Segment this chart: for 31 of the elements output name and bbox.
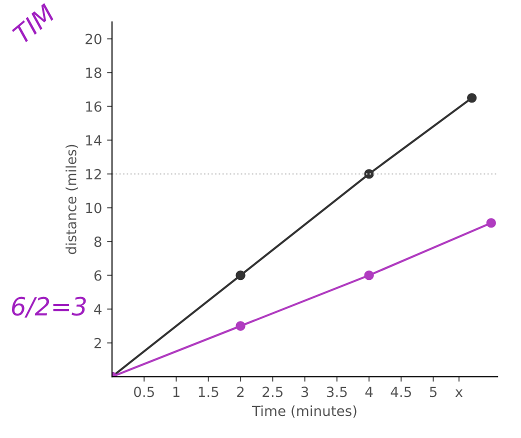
x-tick-label: 4.5 xyxy=(390,386,411,398)
point xyxy=(364,270,374,280)
x-tick-label: 1.5 xyxy=(198,386,218,398)
y-axis-title: distance (miles) xyxy=(66,144,78,254)
y-tick-label: 6 xyxy=(94,270,102,281)
y-tick-label: 20 xyxy=(86,34,102,44)
point xyxy=(486,218,496,228)
y-tick-label: 14 xyxy=(86,135,102,146)
y-tick-label: 4 xyxy=(94,304,102,314)
y-tick-label: 18 xyxy=(86,68,102,78)
x-tick-label: 5 xyxy=(430,386,437,398)
text: TIM xyxy=(12,3,56,44)
x-tick-label: x xyxy=(455,389,463,397)
y-tick-label: 8 xyxy=(94,236,102,247)
y-tick-label: 2 xyxy=(94,338,101,348)
x-tick-label: 0.5 xyxy=(134,386,154,398)
x-tick-label: 4 xyxy=(365,386,373,397)
x-axis-title: Time (minutes) xyxy=(252,405,356,418)
x-tick-label: 2 xyxy=(237,386,244,397)
x-tick-label: 2.5 xyxy=(262,386,282,398)
x-tick-label: 1 xyxy=(173,386,180,397)
text: 6/2=3 xyxy=(12,296,86,318)
y-tick-label: 10 xyxy=(86,202,102,214)
y-tick-label: 12 xyxy=(86,168,101,180)
point xyxy=(236,321,246,331)
point xyxy=(364,169,374,179)
point xyxy=(236,270,246,280)
y-tick-label: 16 xyxy=(86,101,102,112)
x-tick-label: 3.5 xyxy=(326,386,347,398)
x-tick-label: 3 xyxy=(301,386,308,398)
point xyxy=(466,93,477,103)
